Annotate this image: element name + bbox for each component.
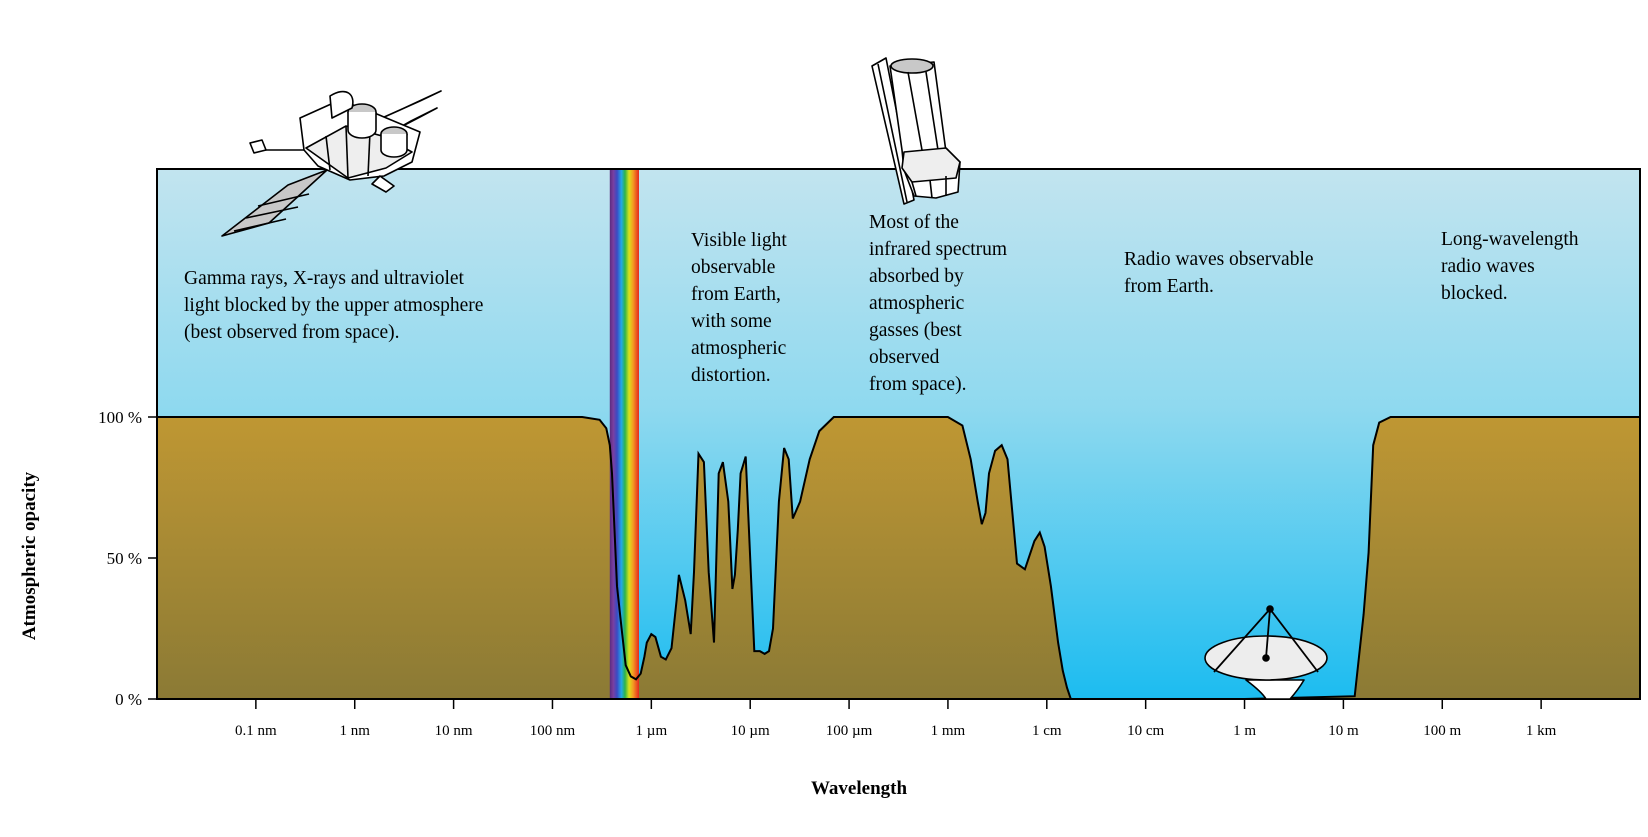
y-tick-label: 100 % (98, 408, 142, 427)
annotation-high-energy: Gamma rays, X-rays and ultraviolet light… (184, 268, 484, 343)
y-axis: 0 % 50 % 100 % (98, 408, 157, 709)
annotation-infrared: Most of the infrared spectrum absorbed b… (869, 212, 1008, 395)
x-tick-label: 0.1 nm (235, 723, 277, 739)
x-tick-label: 10 cm (1127, 723, 1164, 739)
x-tick-label: 1 cm (1032, 723, 1062, 739)
x-tick-label: 1 m (1233, 723, 1256, 739)
x-tick-label: 10 nm (435, 723, 473, 739)
y-tick-label: 0 % (115, 690, 142, 709)
y-axis-title: Atmospheric opacity (19, 471, 40, 640)
opacity-curve (157, 416, 1640, 700)
x-axis: 0.1 nm 1 nm 10 nm 100 nm 1 µm 10 µm 100 µm 1 mm… (235, 699, 1557, 739)
space-telescope-icon (871, 57, 961, 205)
annotation-visible-light: Visible light observable from Earth, wit… (691, 230, 787, 386)
x-tick-label: 100 µm (826, 723, 873, 739)
x-tick-label: 10 µm (731, 723, 770, 739)
x-tick-label: 10 m (1328, 723, 1359, 739)
x-tick-label: 1 km (1526, 723, 1557, 739)
opacity-area (157, 417, 1640, 699)
radio-telescope-icon (1204, 605, 1328, 700)
x-tick-label: 1 µm (636, 723, 668, 739)
satellite-icon (221, 90, 442, 237)
visible-spectrum-band (609, 169, 639, 699)
x-tick-label: 1 mm (931, 723, 966, 739)
x-tick-label: 100 nm (530, 723, 576, 739)
x-tick-label: 1 nm (340, 723, 371, 739)
x-axis-title: Wavelength (811, 778, 907, 799)
y-tick-label: 50 % (107, 549, 142, 568)
annotation-long-radio: Long-wavelength radio waves blocked. (1441, 229, 1579, 304)
annotation-radio: Radio waves observable from Earth. (1124, 249, 1314, 297)
x-tick-label: 100 m (1423, 723, 1461, 739)
